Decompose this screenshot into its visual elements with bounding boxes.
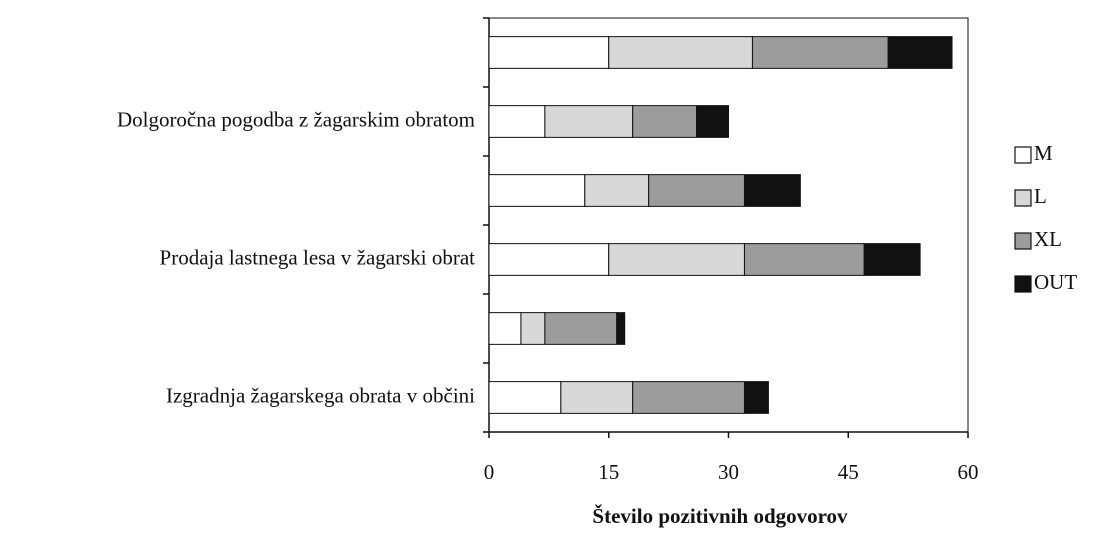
bar-segment <box>488 105 546 138</box>
bar-segment <box>863 243 921 276</box>
x-tick-label: 15 <box>598 460 619 484</box>
legend-swatch <box>1014 275 1032 293</box>
bar-segment <box>488 312 522 345</box>
bar-segment <box>632 381 745 414</box>
legend-label: XL <box>1034 227 1062 251</box>
category-label: Prodaja lastnega lesa v žagarski obrat <box>160 245 476 269</box>
legend-swatch <box>1014 189 1032 207</box>
legend-label: OUT <box>1034 270 1077 294</box>
bar-segment <box>608 36 753 69</box>
bar-segment <box>520 312 546 345</box>
legend-label: M <box>1034 141 1053 165</box>
plot-frame <box>488 17 969 433</box>
bar-segment <box>616 312 626 345</box>
bar-segment <box>743 243 865 276</box>
x-tick-label: 30 <box>718 460 739 484</box>
legend-label: L <box>1034 184 1047 208</box>
legend-swatch <box>1014 232 1032 250</box>
bar-segment <box>488 36 610 69</box>
bar-segment <box>751 36 889 69</box>
bar-segment <box>488 243 610 276</box>
bar-segment <box>648 174 745 207</box>
bar-segment <box>608 243 745 276</box>
x-axis-title: Število pozitivnih odgovorov <box>592 504 848 528</box>
bar-segment <box>560 381 634 414</box>
bar-segment <box>544 105 634 138</box>
category-label: Izgradnja žagarskega obrata v občini <box>166 383 475 407</box>
category-label: Dolgoročna pogodba z žagarskim obratom <box>117 107 475 131</box>
bar-segment <box>743 381 769 414</box>
x-tick-label: 45 <box>838 460 859 484</box>
bar-segment <box>887 36 953 69</box>
bar-segment <box>632 105 698 138</box>
bar-segment <box>488 174 586 207</box>
bar-segment <box>488 381 562 414</box>
bar-segment <box>584 174 650 207</box>
x-tick-label: 0 <box>484 460 495 484</box>
bar-segment <box>696 105 729 138</box>
bar-segment <box>544 312 618 345</box>
x-tick-label: 60 <box>958 460 979 484</box>
bar-segment <box>743 174 801 207</box>
legend-swatch <box>1014 146 1032 164</box>
